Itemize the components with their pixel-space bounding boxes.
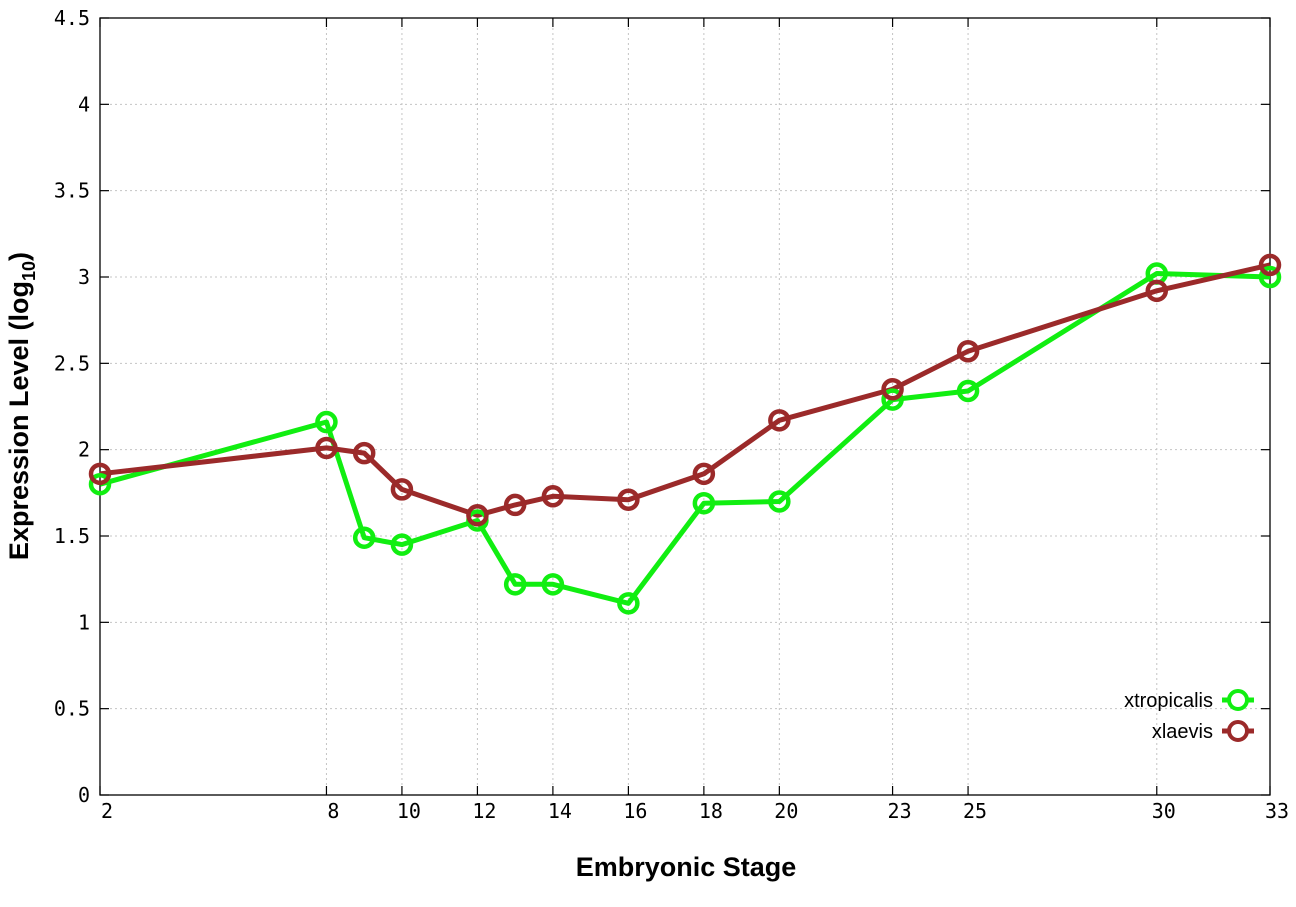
- x-tick-label: 12: [472, 799, 496, 823]
- plot-frame: [99, 17, 1271, 796]
- data-point-xtropicalis: [1258, 265, 1282, 289]
- legend-marker-xlaevis: [1227, 720, 1249, 742]
- data-point-xlaevis: [390, 478, 414, 501]
- data-point-xlaevis: [466, 504, 489, 527]
- grid-lines: [100, 18, 1270, 795]
- data-point-xtropicalis: [956, 379, 980, 403]
- x-tick-label: 2: [101, 799, 113, 823]
- legend-entry-xlaevis: xlaevis: [1152, 720, 1254, 743]
- x-tick-labels: 2 8 10 12 14 16 18 20 23 25 30 33: [101, 799, 1289, 823]
- legend-entry-xtropicalis: xtropicalis: [1124, 689, 1254, 712]
- data-point-xtropicalis: [352, 526, 376, 549]
- data-point-xlaevis: [1145, 279, 1169, 303]
- data-point-xtropicalis: [88, 472, 112, 496]
- data-point-xlaevis: [88, 462, 112, 486]
- series-line-xtropicalis: [99, 271, 1271, 606]
- y-axis-title-subscript: 10: [19, 261, 39, 281]
- data-point-xtropicalis: [692, 491, 716, 515]
- data-series: [88, 253, 1282, 615]
- data-point-xlaevis: [1258, 253, 1282, 277]
- data-point-xtropicalis: [315, 410, 338, 434]
- y-axis-title-main: Expression Level (log: [4, 281, 34, 560]
- y-tick-label: 4.5: [54, 6, 90, 30]
- legend-label-xlaevis: xlaevis: [1152, 721, 1213, 743]
- series-line-xlaevis: [99, 262, 1271, 518]
- x-tick-label: 20: [774, 799, 798, 823]
- y-tick-labels: 0 0.5 1 1.5 2 2.5 3 3.5 4 4.5: [54, 6, 90, 807]
- legend-marker-xtropicalis: [1227, 689, 1249, 711]
- data-point-xlaevis: [956, 339, 980, 363]
- x-tick-label: 10: [397, 799, 421, 823]
- x-tick-label: 23: [888, 799, 912, 823]
- data-point-xlaevis: [617, 488, 640, 511]
- y-tick-label: 2.5: [54, 351, 90, 375]
- y-tick-label: 3: [78, 265, 90, 289]
- y-tick-label: 0.5: [54, 697, 90, 721]
- y-axis-title: Expression Level (log10): [4, 252, 39, 560]
- x-tick-label: 16: [623, 799, 647, 823]
- y-tick-label: 4: [78, 92, 90, 116]
- x-tick-label: 33: [1265, 799, 1289, 823]
- y-tick-label: 1.5: [54, 524, 90, 548]
- x-tick-label: 8: [327, 799, 339, 823]
- data-point-xlaevis: [352, 441, 376, 465]
- y-tick-label: 0: [78, 783, 90, 807]
- axis-ticks: [99, 17, 1271, 796]
- x-tick-label: 30: [1152, 799, 1176, 823]
- data-point-xtropicalis: [541, 573, 565, 596]
- x-tick-label: 18: [699, 799, 723, 823]
- data-point-xtropicalis: [503, 573, 527, 596]
- y-tick-label: 2: [78, 438, 90, 462]
- legend-label-xtropicalis: xtropicalis: [1124, 690, 1213, 712]
- y-tick-label: 1: [78, 610, 90, 634]
- data-point-xlaevis: [503, 493, 527, 517]
- data-point-xlaevis: [768, 409, 791, 432]
- data-point-xtropicalis: [881, 388, 904, 411]
- data-point-xlaevis: [881, 377, 904, 401]
- data-point-xtropicalis: [390, 533, 414, 556]
- x-tick-label: 14: [548, 799, 572, 823]
- data-point-xlaevis: [541, 485, 565, 508]
- y-axis-title-close: ): [4, 252, 34, 261]
- data-point-xlaevis: [692, 462, 716, 486]
- data-point-xtropicalis: [617, 592, 640, 615]
- x-axis-title: Embryonic Stage: [576, 852, 797, 882]
- data-point-xlaevis: [315, 436, 338, 460]
- y-tick-label: 3.5: [54, 179, 90, 203]
- x-tick-label: 25: [963, 799, 987, 823]
- data-point-xtropicalis: [768, 490, 791, 513]
- legend: xtropicalis xlaevis: [1124, 689, 1254, 743]
